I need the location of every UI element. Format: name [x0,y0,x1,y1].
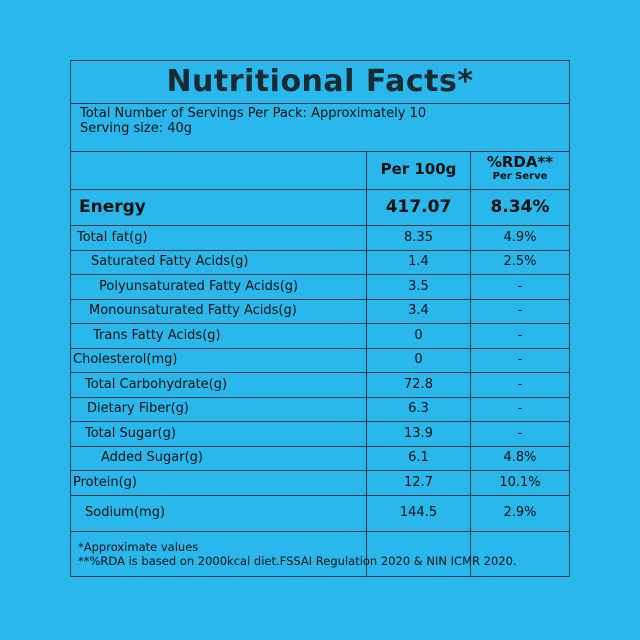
nutrient-row: Total fat(g) 8.35 4.9% [71,225,569,250]
header-per-100g: Per 100g [380,160,457,178]
nutrient-row: Saturated Fatty Acids(g) 1.4 2.5% [71,250,569,274]
nutrient-label: Trans Fatty Acids(g) [93,328,221,343]
footnote-rda: **%RDA is based on 2000kcal diet.FSSAI R… [78,554,517,568]
rda-value: - [517,377,523,392]
nutrient-row: Total Sugar(g) 13.9 - [71,421,569,446]
nutrient-row: Sodium(mg) 144.5 2.9% [71,495,569,531]
per-100g-value: 1.4 [408,254,429,269]
per-100g-value: 8.35 [404,230,433,245]
rda-value: 2.5% [503,254,537,269]
nutrient-row: Added Sugar(g) 6.1 4.8% [71,446,569,470]
rda-value: 2.9% [503,505,537,520]
table-title: Nutritional Facts* [166,64,474,99]
nutrient-label: Monounsaturated Fatty Acids(g) [89,303,297,318]
per-100g-value: 6.3 [408,401,429,416]
row-divider [71,250,569,251]
per-100g-value: 3.4 [408,303,429,318]
divider [71,531,569,532]
nutrient-label: Polyunsaturated Fatty Acids(g) [99,279,299,294]
rda-value: - [517,401,523,416]
per-100g-value: 12.7 [404,475,433,490]
nutrient-label: Cholesterol(mg) [73,352,178,367]
nutrient-label: Protein(g) [73,475,137,490]
rda-value: 4.8% [503,450,537,465]
rda-value: 8.34% [490,197,550,217]
divider [71,189,569,190]
column-divider [366,151,367,577]
row-divider [71,299,569,300]
nutrition-table: Nutritional Facts* Total Number of Servi… [70,60,570,577]
per-100g-value: 72.8 [404,377,433,392]
nutrient-row: Monounsaturated Fatty Acids(g) 3.4 - [71,299,569,323]
divider [71,103,569,104]
nutrient-row: Energy 417.07 8.34% [71,189,569,225]
header-rda: %RDA** [486,153,554,171]
nutrient-label: Total Sugar(g) [85,426,176,441]
nutrient-row: Polyunsaturated Fatty Acids(g) 3.5 - [71,274,569,299]
nutrient-label: Dietary Fiber(g) [87,401,189,416]
row-divider [71,470,569,471]
column-divider [470,151,471,577]
row-divider [71,225,569,226]
serving-size: Serving size: 40g [80,121,193,136]
per-100g-value: 144.5 [399,505,438,520]
row-divider [71,397,569,398]
row-divider [71,495,569,496]
per-100g-value: 6.1 [408,450,429,465]
header-rda-per-serve: Per Serve [492,171,548,182]
row-divider [71,274,569,275]
per-100g-value: 417.07 [385,197,452,217]
nutrient-label: Total Carbohydrate(g) [85,377,228,392]
nutrient-row: Protein(g) 12.7 10.1% [71,470,569,495]
rda-value: - [517,303,523,318]
nutrient-row: Trans Fatty Acids(g) 0 - [71,323,569,348]
row-divider [71,323,569,324]
per-100g-value: 0 [414,352,423,367]
nutrient-label: Total fat(g) [77,230,148,245]
rda-value: - [517,328,523,343]
per-100g-value: 13.9 [404,426,433,441]
nutrient-row: Dietary Fiber(g) 6.3 - [71,397,569,421]
servings-per-pack: Total Number of Servings Per Pack: Appro… [80,106,427,121]
row-divider [71,372,569,373]
nutrient-label: Saturated Fatty Acids(g) [91,254,249,269]
nutrient-row: Cholesterol(mg) 0 - [71,348,569,372]
rda-value: - [517,352,523,367]
rda-value: - [517,426,523,441]
rda-value: 10.1% [499,475,541,490]
rda-value: 4.9% [503,230,537,245]
nutrient-label: Energy [79,197,146,217]
nutrient-label: Added Sugar(g) [101,450,204,465]
per-100g-value: 3.5 [408,279,429,294]
nutrient-label: Sodium(mg) [85,505,166,520]
nutrient-row: Total Carbohydrate(g) 72.8 - [71,372,569,397]
rda-value: - [517,279,523,294]
per-100g-value: 0 [414,328,423,343]
footnotes: *Approximate values **%RDA is based on 2… [78,540,517,568]
footnote-approx: *Approximate values [78,540,199,554]
servings-info: Total Number of Servings Per Pack: Appro… [80,106,426,136]
row-divider [71,348,569,349]
divider [71,151,569,152]
row-divider [71,421,569,422]
row-divider [71,446,569,447]
